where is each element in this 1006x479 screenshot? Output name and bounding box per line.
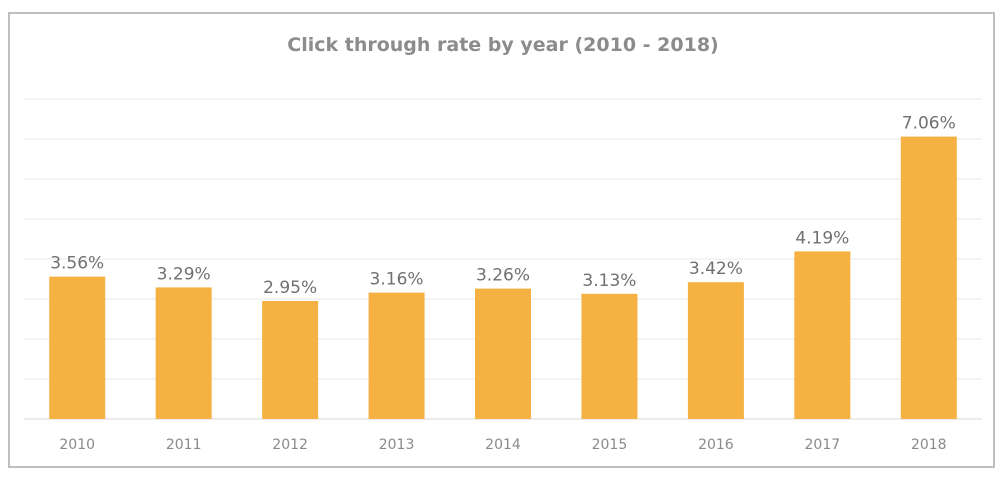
bar <box>900 136 957 419</box>
bar <box>475 288 531 419</box>
data-label: 3.29% <box>157 264 211 284</box>
bar <box>794 251 851 419</box>
bar <box>581 293 638 419</box>
x-tick-label: 2018 <box>911 437 947 453</box>
data-label: 3.26% <box>476 266 530 286</box>
x-tick-label: 2012 <box>272 437 308 453</box>
x-tick-label: 2013 <box>379 437 415 453</box>
x-tick-label: 2014 <box>485 437 521 453</box>
x-tick-label: 2011 <box>166 437 202 453</box>
bar <box>155 287 212 419</box>
x-tick-label: 2017 <box>805 437 841 453</box>
bar <box>49 276 106 419</box>
chart-frame <box>8 12 995 468</box>
data-label: 2.95% <box>263 278 317 298</box>
data-label: 3.13% <box>582 271 636 291</box>
data-label: 3.42% <box>689 259 743 279</box>
bar <box>262 301 319 419</box>
data-label: 3.16% <box>370 270 424 290</box>
data-label: 3.56% <box>50 254 104 274</box>
data-label: 7.06% <box>902 114 956 134</box>
bar <box>687 282 744 419</box>
x-tick-label: 2016 <box>698 437 734 453</box>
bar <box>368 292 425 419</box>
x-tick-label: 2010 <box>59 437 95 453</box>
x-tick-label: 2015 <box>592 437 628 453</box>
data-label: 4.19% <box>795 228 849 248</box>
chart-title: Click through rate by year (2010 - 2018) <box>287 34 719 56</box>
